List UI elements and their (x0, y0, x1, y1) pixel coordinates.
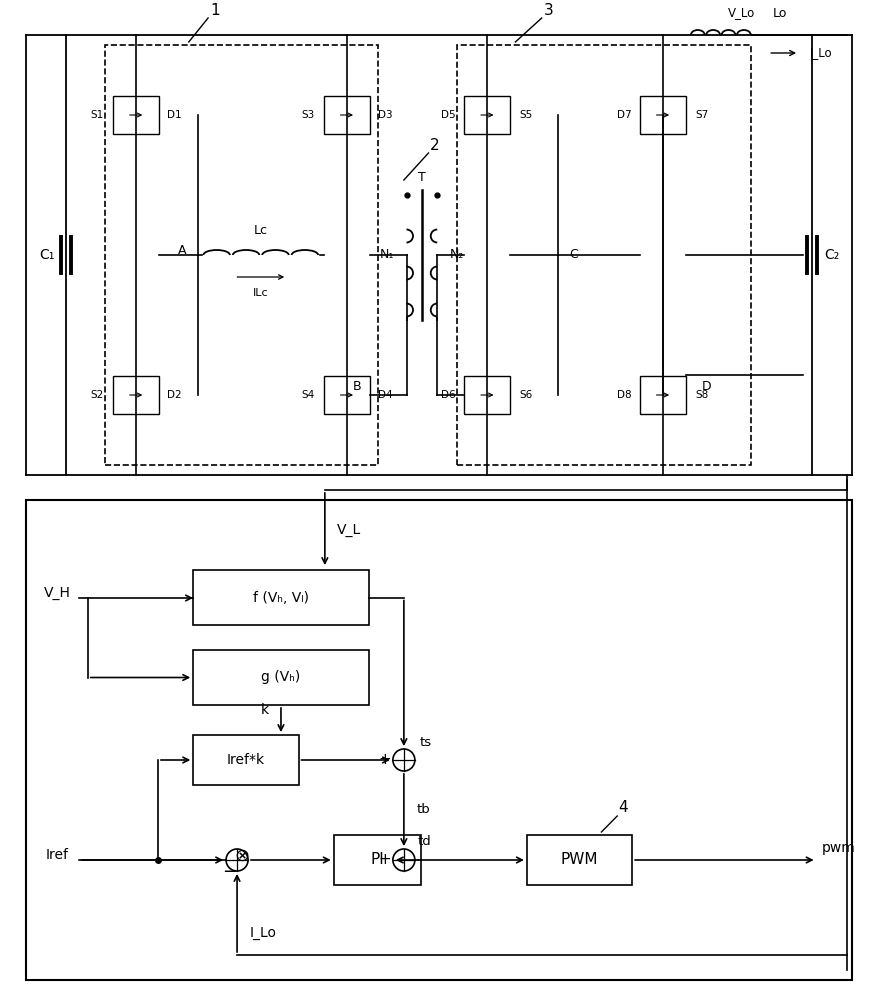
Text: D4: D4 (378, 390, 392, 400)
Bar (639, 376, 685, 414)
Text: I_Lo: I_Lo (250, 926, 276, 940)
Text: D3: D3 (378, 110, 392, 120)
Text: D2: D2 (168, 390, 182, 400)
Text: N₁: N₁ (380, 248, 394, 261)
Bar (193, 650, 368, 705)
Text: B: B (353, 380, 361, 393)
Text: pwm: pwm (821, 841, 854, 855)
Text: Lo: Lo (772, 7, 786, 20)
Bar (324, 376, 369, 414)
Text: ts: ts (419, 735, 431, 748)
Bar (113, 376, 159, 414)
Text: S3: S3 (301, 110, 315, 120)
Text: S5: S5 (518, 110, 532, 120)
Text: ⊗: ⊗ (233, 847, 249, 865)
Text: D6: D6 (441, 390, 455, 400)
Text: f (Vₕ, Vₗ): f (Vₕ, Vₗ) (253, 590, 309, 604)
Text: S7: S7 (694, 110, 708, 120)
Text: C: C (568, 248, 577, 261)
Bar (333, 835, 421, 885)
Bar (193, 570, 368, 625)
Text: C₁: C₁ (39, 248, 54, 262)
Text: D8: D8 (617, 390, 631, 400)
Text: Lc: Lc (253, 224, 267, 237)
Text: +: + (378, 752, 390, 768)
Text: 3: 3 (543, 3, 553, 18)
Text: V_L: V_L (337, 523, 361, 537)
Text: D1: D1 (168, 110, 182, 120)
Text: S6: S6 (518, 390, 532, 400)
Text: −: − (222, 863, 238, 881)
Text: V_Lo: V_Lo (727, 7, 755, 20)
Bar (464, 96, 510, 134)
Text: D7: D7 (617, 110, 631, 120)
Text: V_H: V_H (44, 586, 70, 600)
Bar (324, 96, 369, 134)
Bar (526, 835, 631, 885)
Text: D5: D5 (441, 110, 455, 120)
Text: td: td (417, 835, 431, 848)
Bar (105, 45, 377, 465)
Bar (456, 45, 750, 465)
Text: D: D (702, 380, 710, 393)
Bar (464, 376, 510, 414)
Bar (113, 96, 159, 134)
Text: S1: S1 (90, 110, 104, 120)
Text: g (Vₕ): g (Vₕ) (261, 670, 300, 684)
Text: tb: tb (416, 803, 430, 816)
Text: k: k (260, 703, 269, 717)
Text: T: T (417, 171, 425, 184)
Text: A: A (177, 243, 186, 256)
Text: 2: 2 (430, 138, 438, 153)
Bar (26, 500, 851, 980)
Text: 1: 1 (210, 3, 219, 18)
Bar (639, 96, 685, 134)
Text: S4: S4 (301, 390, 315, 400)
Text: Iref: Iref (46, 848, 68, 862)
Text: +: + (378, 852, 390, 867)
Text: 4: 4 (618, 800, 627, 815)
Text: Iref*k: Iref*k (226, 753, 265, 767)
Text: C₂: C₂ (824, 248, 839, 262)
Text: N₂: N₂ (449, 248, 463, 261)
Text: S8: S8 (694, 390, 708, 400)
Text: S2: S2 (90, 390, 104, 400)
Bar (193, 735, 298, 785)
Text: I_Lo: I_Lo (809, 47, 831, 60)
Text: PWM: PWM (560, 852, 597, 867)
Text: ILc: ILc (253, 288, 268, 298)
Text: PI: PI (370, 852, 384, 867)
